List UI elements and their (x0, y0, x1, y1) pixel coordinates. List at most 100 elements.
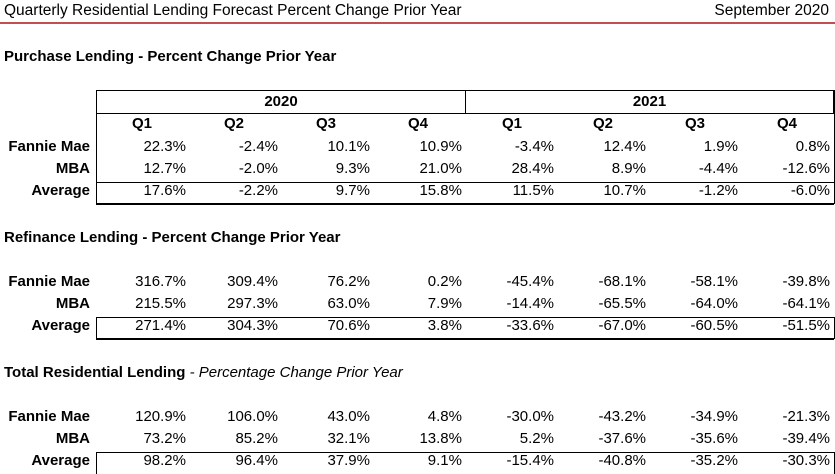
section-title-total: Total Residential Lending - Percentage C… (4, 364, 403, 381)
table-left-rule (96, 317, 97, 339)
table-cell: 304.3% (227, 317, 278, 334)
section-subtitle: - Percentage Change Prior Year (185, 364, 403, 381)
table-cell: -64.1% (782, 295, 830, 312)
row-label: Average (31, 182, 90, 199)
year-header-2021: 2021 (466, 90, 834, 114)
table-cell: 10.7% (603, 182, 646, 199)
table-left-rule (96, 452, 97, 474)
row-label: Fannie Mae (8, 273, 90, 290)
table-cell: -34.9% (690, 408, 738, 425)
section-heading: Purchase Lending (4, 48, 135, 65)
table-cell: 5.2% (519, 430, 554, 447)
table-cell: -21.3% (782, 408, 830, 425)
table-cell: 0.2% (427, 273, 462, 290)
year-header-2020: 2020 (96, 90, 466, 114)
table-cell: -12.6% (782, 160, 830, 177)
table-cell: 0.8% (795, 138, 830, 155)
table-cell: -4.4% (698, 160, 738, 177)
report-header: Quarterly Residential Lending Forecast P… (0, 0, 835, 24)
table-cell: 1.9% (703, 138, 738, 155)
table-cell: 37.9% (327, 452, 370, 469)
table-cell: 7.9% (427, 295, 462, 312)
table-cell: 21.0% (419, 160, 462, 177)
row-label: MBA (55, 430, 90, 447)
table-cell: 76.2% (327, 273, 370, 290)
table-cell: -40.8% (598, 452, 646, 469)
table-cell: 106.0% (227, 408, 278, 425)
table-cell: 43.0% (327, 408, 370, 425)
table-cell: -1.2% (698, 182, 738, 199)
table-cell: 297.3% (227, 295, 278, 312)
table-cell: 316.7% (135, 273, 186, 290)
table-cell: -15.4% (506, 452, 554, 469)
quarter-header: Q1 (131, 115, 152, 132)
table-cell: 12.4% (603, 138, 646, 155)
table-cell: -45.4% (506, 273, 554, 290)
table-cell: 32.1% (327, 430, 370, 447)
table-row-average: Average 98.2% 96.4% 37.9% 9.1% -15.4% -4… (0, 452, 835, 474)
table-cell: 17.6% (143, 182, 186, 199)
table-cell: 309.4% (227, 273, 278, 290)
table-cell: -35.6% (690, 430, 738, 447)
table-cell: 215.5% (135, 295, 186, 312)
quarter-header: Q2 (223, 115, 244, 132)
table-cell: -2.0% (238, 160, 278, 177)
table-cell: 271.4% (135, 317, 186, 334)
table-cell: 12.7% (143, 160, 186, 177)
section-subtitle: - Percent Change Prior Year (134, 48, 337, 65)
table-bottom-rule (96, 203, 834, 205)
table-cell: 3.8% (427, 317, 462, 334)
table-cell: -3.4% (514, 138, 554, 155)
table-cell: 8.9% (611, 160, 646, 177)
table-cell: -2.4% (238, 138, 278, 155)
table-cell: -39.8% (782, 273, 830, 290)
table-cell: -60.5% (690, 317, 738, 334)
table-cell: -35.2% (690, 452, 738, 469)
table-cell: -37.6% (598, 430, 646, 447)
table-cell: -64.0% (690, 295, 738, 312)
table-row: Fannie Mae 22.3% -2.4% 10.1% 10.9% -3.4%… (0, 138, 835, 160)
table-cell: -43.2% (598, 408, 646, 425)
table-cell: 10.9% (419, 138, 462, 155)
table-cell: -2.2% (238, 182, 278, 199)
table-cell: 63.0% (327, 295, 370, 312)
table-cell: 73.2% (143, 430, 186, 447)
table-cell: -39.4% (782, 430, 830, 447)
table-cell: 9.1% (427, 452, 462, 469)
table-cell: -33.6% (506, 317, 554, 334)
row-label: MBA (55, 295, 90, 312)
table-cell: 13.8% (419, 430, 462, 447)
row-label: Average (31, 452, 90, 469)
quarter-header: Q4 (776, 115, 797, 132)
table-row-average: Average 17.6% -2.2% 9.7% 15.8% 11.5% 10.… (0, 182, 835, 205)
section-heading: Total Residential Lending (4, 364, 186, 381)
row-label: Average (31, 317, 90, 334)
table-row-average: Average 271.4% 304.3% 70.6% 3.8% -33.6% … (0, 317, 835, 340)
quarter-header: Q4 (407, 115, 428, 132)
table-cell: 96.4% (235, 452, 278, 469)
table-cell: 85.2% (235, 430, 278, 447)
report-title: Quarterly Residential Lending Forecast P… (4, 2, 462, 19)
row-label: Fannie Mae (8, 408, 90, 425)
table-bottom-rule (96, 338, 834, 340)
table-row: Fannie Mae 120.9% 106.0% 43.0% 4.8% -30.… (0, 408, 835, 430)
table-cell: 22.3% (143, 138, 186, 155)
report-date: September 2020 (714, 2, 829, 19)
table-cell: 120.9% (135, 408, 186, 425)
table-left-rule (96, 90, 97, 204)
row-label: MBA (55, 160, 90, 177)
table-cell: 70.6% (327, 317, 370, 334)
table-cell: 98.2% (143, 452, 186, 469)
table-row: Fannie Mae 316.7% 309.4% 76.2% 0.2% -45.… (0, 273, 835, 295)
quarter-header: Q3 (684, 115, 705, 132)
table-row: MBA 12.7% -2.0% 9.3% 21.0% 28.4% 8.9% -4… (0, 160, 835, 182)
table-cell: -68.1% (598, 273, 646, 290)
table-cell: 15.8% (419, 182, 462, 199)
table-cell: -30.3% (782, 452, 830, 469)
table-cell: -51.5% (782, 317, 830, 334)
table-cell: -14.4% (506, 295, 554, 312)
table-cell: -30.0% (506, 408, 554, 425)
table-cell: 4.8% (427, 408, 462, 425)
quarter-header: Q3 (315, 115, 336, 132)
section-title-purchase: Purchase Lending - Percent Change Prior … (4, 48, 336, 65)
